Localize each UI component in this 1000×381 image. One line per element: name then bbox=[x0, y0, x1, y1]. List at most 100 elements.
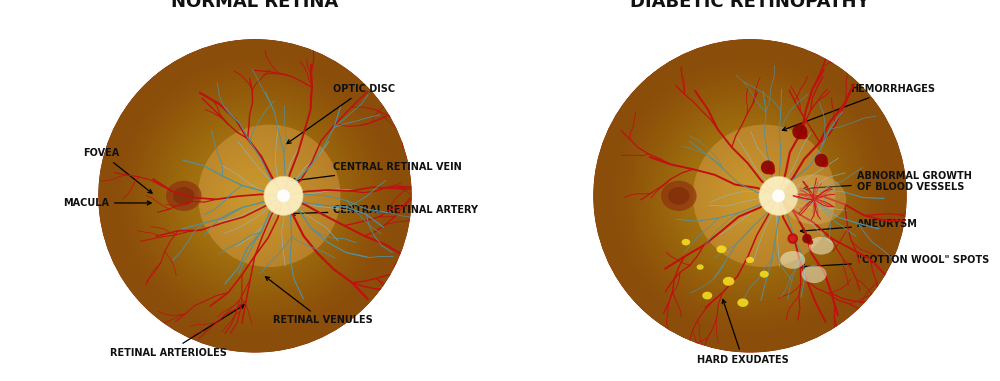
Ellipse shape bbox=[809, 237, 834, 255]
Ellipse shape bbox=[668, 187, 689, 205]
Circle shape bbox=[161, 102, 349, 290]
Circle shape bbox=[617, 62, 883, 329]
Circle shape bbox=[808, 240, 813, 245]
Circle shape bbox=[247, 188, 263, 204]
Circle shape bbox=[802, 234, 812, 243]
Circle shape bbox=[149, 90, 361, 302]
Circle shape bbox=[790, 236, 796, 242]
Circle shape bbox=[719, 165, 781, 227]
Circle shape bbox=[264, 176, 303, 215]
Circle shape bbox=[648, 94, 852, 298]
Text: ABNORMAL GROWTH
OF BLOOD VESSELS: ABNORMAL GROWTH OF BLOOD VESSELS bbox=[804, 171, 972, 192]
Text: RETINAL VENULES: RETINAL VENULES bbox=[265, 277, 373, 325]
Circle shape bbox=[165, 106, 345, 286]
Circle shape bbox=[593, 39, 907, 352]
Ellipse shape bbox=[682, 239, 690, 245]
Circle shape bbox=[625, 70, 875, 321]
Text: DIABETIC RETINOPATHY: DIABETIC RETINOPATHY bbox=[630, 0, 870, 11]
Circle shape bbox=[157, 98, 353, 294]
Circle shape bbox=[691, 137, 809, 255]
Circle shape bbox=[231, 172, 279, 219]
Circle shape bbox=[593, 39, 907, 352]
Circle shape bbox=[742, 188, 758, 204]
Text: HARD EXUDATES: HARD EXUDATES bbox=[697, 299, 789, 365]
Circle shape bbox=[216, 157, 294, 235]
Circle shape bbox=[220, 160, 290, 231]
Circle shape bbox=[212, 153, 298, 239]
Circle shape bbox=[243, 184, 267, 208]
Circle shape bbox=[181, 122, 329, 270]
Circle shape bbox=[672, 117, 828, 274]
Circle shape bbox=[687, 133, 813, 259]
Circle shape bbox=[660, 106, 840, 286]
Circle shape bbox=[235, 176, 275, 215]
Circle shape bbox=[153, 94, 357, 298]
Circle shape bbox=[792, 124, 807, 139]
Text: ANEURYSM: ANEURYSM bbox=[800, 219, 918, 233]
Circle shape bbox=[106, 47, 404, 345]
Ellipse shape bbox=[166, 181, 202, 211]
Circle shape bbox=[141, 82, 369, 309]
Circle shape bbox=[679, 125, 821, 266]
Circle shape bbox=[126, 67, 384, 325]
Ellipse shape bbox=[697, 264, 704, 270]
Text: MACULA: MACULA bbox=[63, 198, 151, 208]
Text: NORMAL RETINA: NORMAL RETINA bbox=[171, 0, 339, 11]
Circle shape bbox=[730, 176, 770, 215]
Ellipse shape bbox=[780, 251, 805, 269]
Circle shape bbox=[695, 141, 805, 251]
Circle shape bbox=[734, 180, 766, 211]
Circle shape bbox=[208, 149, 302, 243]
Circle shape bbox=[98, 39, 412, 352]
Circle shape bbox=[145, 86, 365, 306]
Circle shape bbox=[228, 168, 282, 223]
Circle shape bbox=[98, 39, 412, 352]
Text: FOVEA: FOVEA bbox=[83, 148, 152, 193]
Circle shape bbox=[772, 189, 785, 202]
Circle shape bbox=[652, 98, 848, 294]
Circle shape bbox=[601, 47, 899, 345]
Ellipse shape bbox=[737, 298, 748, 307]
Circle shape bbox=[239, 180, 271, 211]
Text: OPTIC DISC: OPTIC DISC bbox=[287, 84, 395, 144]
Circle shape bbox=[110, 51, 400, 341]
Circle shape bbox=[597, 43, 903, 349]
Circle shape bbox=[114, 55, 396, 337]
Circle shape bbox=[815, 154, 828, 167]
Circle shape bbox=[703, 149, 797, 243]
Circle shape bbox=[173, 114, 337, 278]
Circle shape bbox=[613, 59, 887, 333]
Circle shape bbox=[711, 157, 789, 235]
Circle shape bbox=[118, 59, 392, 333]
Circle shape bbox=[188, 129, 322, 263]
Circle shape bbox=[632, 78, 868, 313]
Ellipse shape bbox=[723, 277, 734, 286]
Circle shape bbox=[134, 74, 376, 317]
Circle shape bbox=[102, 43, 408, 349]
Circle shape bbox=[122, 62, 388, 329]
Circle shape bbox=[640, 86, 860, 306]
Circle shape bbox=[224, 165, 286, 227]
Ellipse shape bbox=[702, 292, 712, 299]
Circle shape bbox=[746, 192, 754, 200]
Circle shape bbox=[636, 82, 864, 309]
Circle shape bbox=[676, 122, 824, 270]
Circle shape bbox=[761, 160, 775, 174]
Text: CENTRAL RETINAL VEIN: CENTRAL RETINAL VEIN bbox=[291, 162, 462, 182]
Circle shape bbox=[251, 192, 259, 200]
Circle shape bbox=[787, 233, 798, 244]
Circle shape bbox=[683, 129, 817, 263]
Circle shape bbox=[198, 125, 340, 267]
Circle shape bbox=[726, 172, 774, 219]
Circle shape bbox=[204, 145, 306, 247]
Circle shape bbox=[200, 141, 310, 251]
Ellipse shape bbox=[661, 181, 697, 211]
Circle shape bbox=[699, 145, 801, 247]
Text: HEMORRHAGES: HEMORRHAGES bbox=[782, 84, 935, 131]
Circle shape bbox=[621, 67, 879, 325]
Circle shape bbox=[184, 125, 326, 266]
Circle shape bbox=[629, 74, 871, 317]
Circle shape bbox=[192, 133, 318, 259]
Circle shape bbox=[723, 168, 777, 223]
Circle shape bbox=[656, 102, 844, 290]
